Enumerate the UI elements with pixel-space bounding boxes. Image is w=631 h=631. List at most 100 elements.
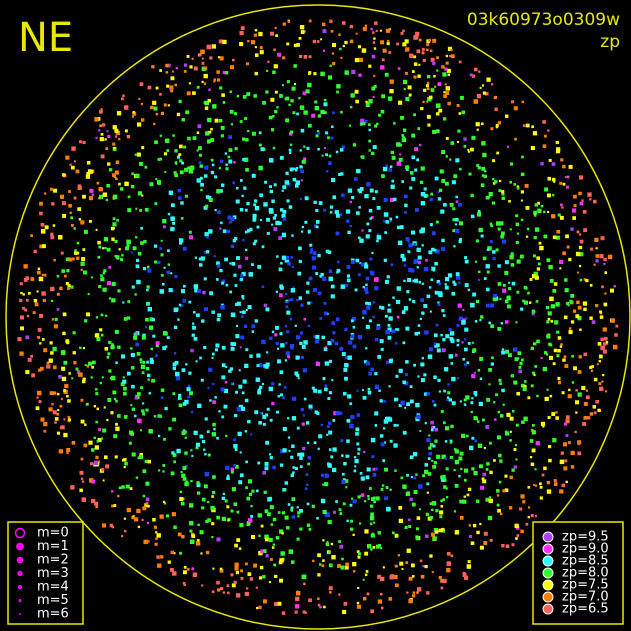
star [420, 192, 426, 197]
star [230, 382, 233, 385]
star [110, 226, 115, 231]
star [366, 467, 371, 472]
star [364, 529, 369, 534]
star [271, 223, 274, 226]
star [427, 75, 431, 79]
star [468, 172, 472, 176]
star [293, 64, 297, 68]
star [281, 532, 284, 535]
star [94, 445, 99, 450]
star [163, 152, 168, 156]
star [459, 237, 462, 241]
star [566, 175, 570, 179]
star [134, 517, 139, 522]
star [370, 533, 375, 538]
star [196, 442, 201, 447]
star [73, 361, 77, 365]
star [368, 128, 371, 132]
star [203, 73, 208, 79]
star [560, 158, 564, 162]
star [356, 601, 360, 605]
star [258, 143, 262, 147]
star [328, 551, 331, 554]
star [153, 122, 156, 126]
star [392, 531, 395, 535]
star [471, 374, 476, 379]
star [135, 476, 138, 479]
star [553, 479, 557, 483]
star [286, 526, 290, 530]
star [34, 302, 39, 307]
star [172, 221, 176, 225]
star [203, 250, 207, 254]
star [540, 421, 546, 426]
star [385, 486, 389, 490]
star [329, 211, 333, 214]
star [428, 434, 431, 437]
star [164, 406, 168, 411]
star [339, 512, 343, 515]
star [504, 320, 509, 324]
star [190, 411, 194, 414]
star [462, 499, 467, 504]
star [583, 278, 587, 281]
star [435, 509, 439, 513]
star [100, 108, 103, 111]
star [547, 193, 551, 198]
star [575, 400, 579, 405]
star [330, 338, 335, 343]
star [329, 64, 332, 67]
star [180, 470, 183, 473]
star [253, 94, 257, 98]
star [368, 123, 371, 126]
star [603, 342, 607, 346]
star [371, 455, 375, 459]
star [152, 518, 156, 522]
star [509, 416, 514, 421]
star [274, 214, 277, 217]
star [469, 73, 473, 77]
star [556, 147, 561, 152]
star [54, 317, 58, 321]
star [277, 511, 281, 514]
star [387, 308, 392, 313]
star [514, 357, 519, 361]
star [162, 225, 166, 229]
star [419, 559, 423, 563]
star [99, 109, 103, 114]
star [226, 229, 230, 234]
star [400, 254, 405, 258]
star [216, 537, 221, 542]
star [213, 78, 216, 81]
star [131, 285, 135, 289]
star [529, 278, 533, 281]
star [410, 476, 413, 479]
star [238, 404, 243, 409]
star [220, 126, 225, 130]
star [352, 326, 356, 329]
star [289, 298, 292, 302]
star [258, 31, 263, 37]
star [242, 379, 247, 384]
star [577, 442, 580, 446]
star [265, 307, 270, 312]
star [389, 439, 393, 443]
star [368, 149, 371, 152]
star [363, 450, 366, 454]
star [198, 53, 202, 57]
star [331, 321, 335, 325]
star [458, 221, 463, 226]
star [317, 131, 320, 135]
star [298, 96, 301, 100]
star [486, 398, 490, 402]
star [106, 247, 111, 252]
star [205, 519, 209, 524]
star [91, 193, 95, 197]
star [287, 503, 291, 506]
star [315, 272, 319, 276]
star [328, 563, 333, 568]
star [218, 410, 221, 413]
star [521, 420, 525, 424]
star [195, 360, 198, 363]
star [341, 352, 346, 357]
